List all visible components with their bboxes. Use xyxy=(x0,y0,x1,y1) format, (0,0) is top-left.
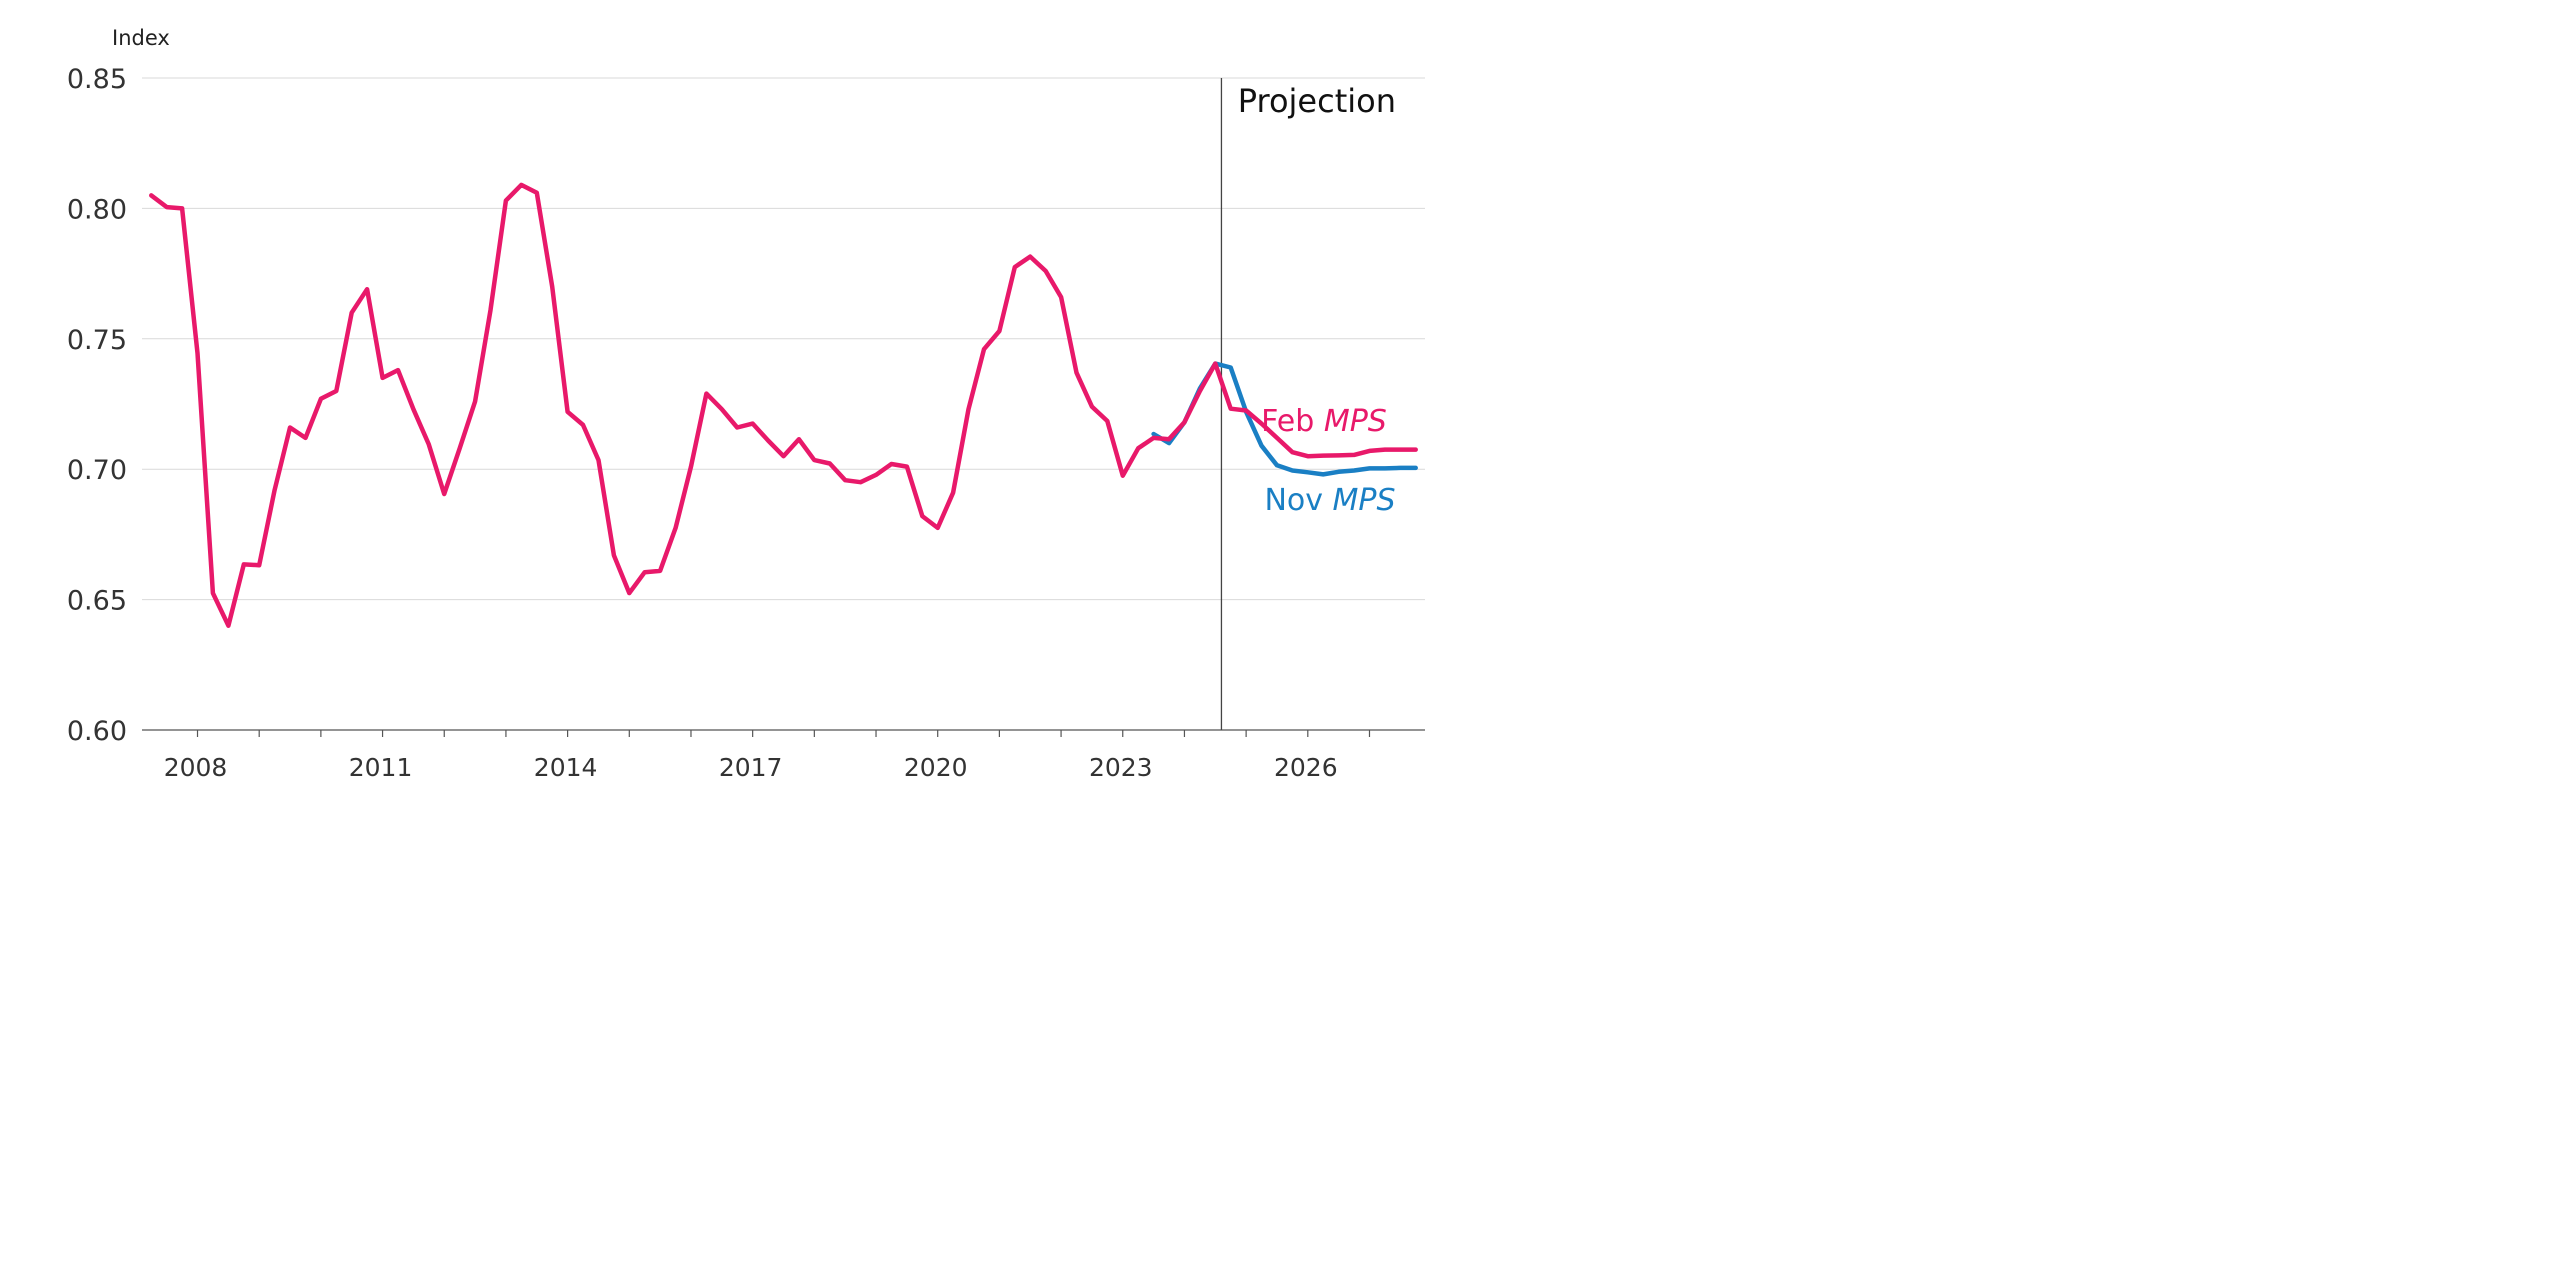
series-label-feb-mps: Feb MPS xyxy=(1261,404,1387,439)
x-tick-label: 2026 xyxy=(1274,753,1338,780)
y-axis-unit-label: Index xyxy=(112,26,170,50)
y-tick-label: 0.80 xyxy=(67,194,127,225)
x-axis-tick-labels: 2008 2011 2014 2017 2020 2023 2026 xyxy=(164,753,1338,780)
series-line-feb-mps xyxy=(149,182,1418,628)
series-label-nov-mps: Nov MPS xyxy=(1264,483,1395,518)
x-tick-label: 2014 xyxy=(534,753,598,780)
x-tick-label: 2017 xyxy=(719,753,783,780)
x-tick-label: 2023 xyxy=(1089,753,1153,780)
line-chart: 0.600.650.700.750.800.85 Index 2008 2011 2… xyxy=(67,26,1425,780)
series-lines xyxy=(149,182,1418,628)
x-axis-minor-ticks xyxy=(196,730,1371,737)
projection-label: Projection xyxy=(1238,82,1396,120)
y-tick-label: 0.70 xyxy=(67,455,127,486)
y-tick-label: 0.65 xyxy=(67,586,127,617)
y-axis-tick-labels: 0.60 0.65 0.70 0.75 0.80 0.85 xyxy=(67,64,127,747)
x-tick-label: 2008 xyxy=(164,753,228,780)
x-tick-label: 2020 xyxy=(904,753,968,780)
y-tick-label: 0.85 xyxy=(67,64,127,95)
gridlines xyxy=(142,77,1425,601)
series-labels: Nov MPS Feb MPS xyxy=(1261,404,1395,518)
x-tick-label: 2011 xyxy=(349,753,413,780)
y-tick-label: 0.60 xyxy=(67,716,127,747)
y-tick-label: 0.75 xyxy=(67,325,127,356)
